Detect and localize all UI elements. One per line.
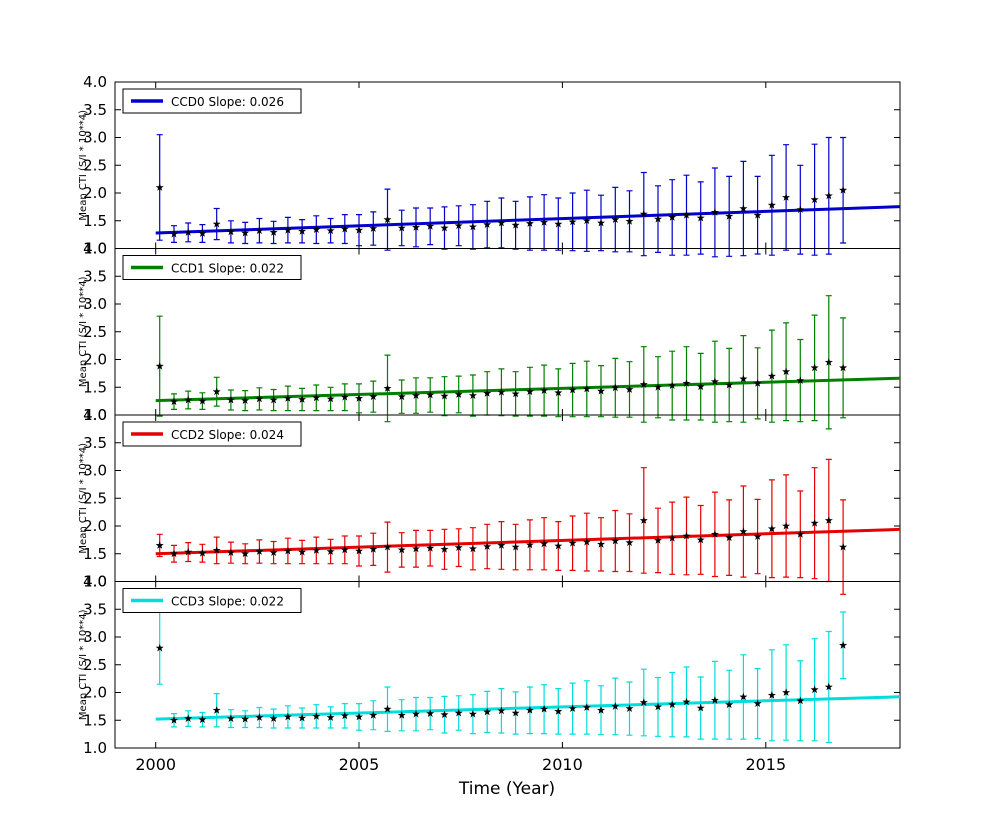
trendline-ccd3 (155, 695, 901, 721)
errorbars-ccd3 (156, 611, 847, 744)
y-tick-label: 1.5 (83, 545, 107, 563)
x-tick-label: 2010 (542, 755, 583, 774)
y-tick-label: 4.0 (83, 73, 107, 91)
axis-ticks (115, 581, 900, 749)
y-tick-label: 1.5 (83, 212, 107, 230)
legend-label: CCD0 Slope: 0.026 (171, 95, 284, 109)
trendline-ccd2 (155, 527, 901, 556)
y-tick-label: 2.5 (83, 489, 107, 507)
legend-ccd3: CCD3 Slope: 0.022 (122, 588, 302, 613)
y-axis-label: Mean CTI (S/I * 10**4) (78, 443, 89, 554)
y-tick-label: 1.5 (83, 711, 107, 729)
y-tick-label: 1.0 (83, 240, 107, 258)
y-tick-label: 3.0 (83, 295, 107, 313)
legend-ccd1: CCD1 Slope: 0.022 (122, 255, 302, 280)
y-tick-label: 3.5 (83, 267, 107, 285)
y-tick-label: 2.0 (83, 184, 107, 202)
y-tick-label: 4.0 (83, 573, 107, 591)
errorbars-ccd1 (156, 295, 847, 430)
y-tick-label: 1.5 (83, 378, 107, 396)
errorbars-ccd0 (156, 134, 847, 258)
trendline-ccd1 (155, 376, 901, 403)
y-tick-label: 3.0 (83, 628, 107, 646)
panel-ccd2: 1.0 1.5 2.0 2.5 3.0 3.5 4.0 Mean CTI (S/I * 10*… (78, 406, 901, 595)
panel-ccd0: 1.0 1.5 2.0 2.5 3.0 3.5 4.0 Mean CTI (S/I * 10*… (78, 73, 901, 258)
errorbars-ccd2 (156, 458, 847, 595)
legend-label: CCD2 Slope: 0.024 (171, 428, 284, 442)
y-tick-label: 3.0 (83, 129, 107, 147)
y-tick-label: 2.5 (83, 156, 107, 174)
x-tick-label: 2000 (135, 755, 176, 774)
x-axis-label: Time (Year) (458, 779, 555, 799)
y-tick-label: 1.0 (83, 573, 107, 591)
legend-ccd0: CCD0 Slope: 0.026 (122, 88, 302, 114)
legend-label: CCD1 Slope: 0.022 (171, 262, 284, 276)
y-axis-label: Mean CTI (S/I * 10**4) (78, 276, 89, 387)
y-tick-label: 2.0 (83, 517, 107, 535)
y-tick-label: 3.5 (83, 600, 107, 618)
y-axis-label: Mean CTI (S/I * 10**4) (78, 609, 89, 720)
y-tick-label: 2.0 (83, 684, 107, 702)
legend-label: CCD3 Slope: 0.022 (171, 595, 284, 609)
x-tick-label: 2005 (339, 755, 380, 774)
y-tick-label: 1.0 (83, 739, 107, 757)
y-tick-label: 3.5 (83, 434, 107, 452)
y-tick-label: 4.0 (83, 240, 107, 258)
trendline-ccd0 (155, 205, 901, 235)
y-tick-label: 3.5 (83, 101, 107, 119)
y-tick-label: 4.0 (83, 406, 107, 424)
y-tick-label: 2.5 (83, 323, 107, 341)
y-tick-label: 1.0 (83, 406, 107, 424)
y-tick-label: 2.0 (83, 351, 107, 369)
y-tick-label: 3.0 (83, 462, 107, 480)
y-tick-label: 2.5 (83, 656, 107, 674)
markers-ccd3 (155, 641, 848, 724)
x-tick-label: 2015 (745, 755, 786, 774)
y-axis-label: Mean CTI (S/I * 10**4) (78, 110, 89, 221)
panel-ccd3: 1.0 1.5 2.0 2.5 3.0 3.5 4.0 Mean CTI (S/I * 10*… (78, 573, 901, 757)
panel-ccd1: 1.0 1.5 2.0 2.5 3.0 3.5 4.0 Mean CTI (S/I * 10*… (78, 240, 901, 430)
legend-ccd2: CCD2 Slope: 0.024 (122, 421, 302, 447)
